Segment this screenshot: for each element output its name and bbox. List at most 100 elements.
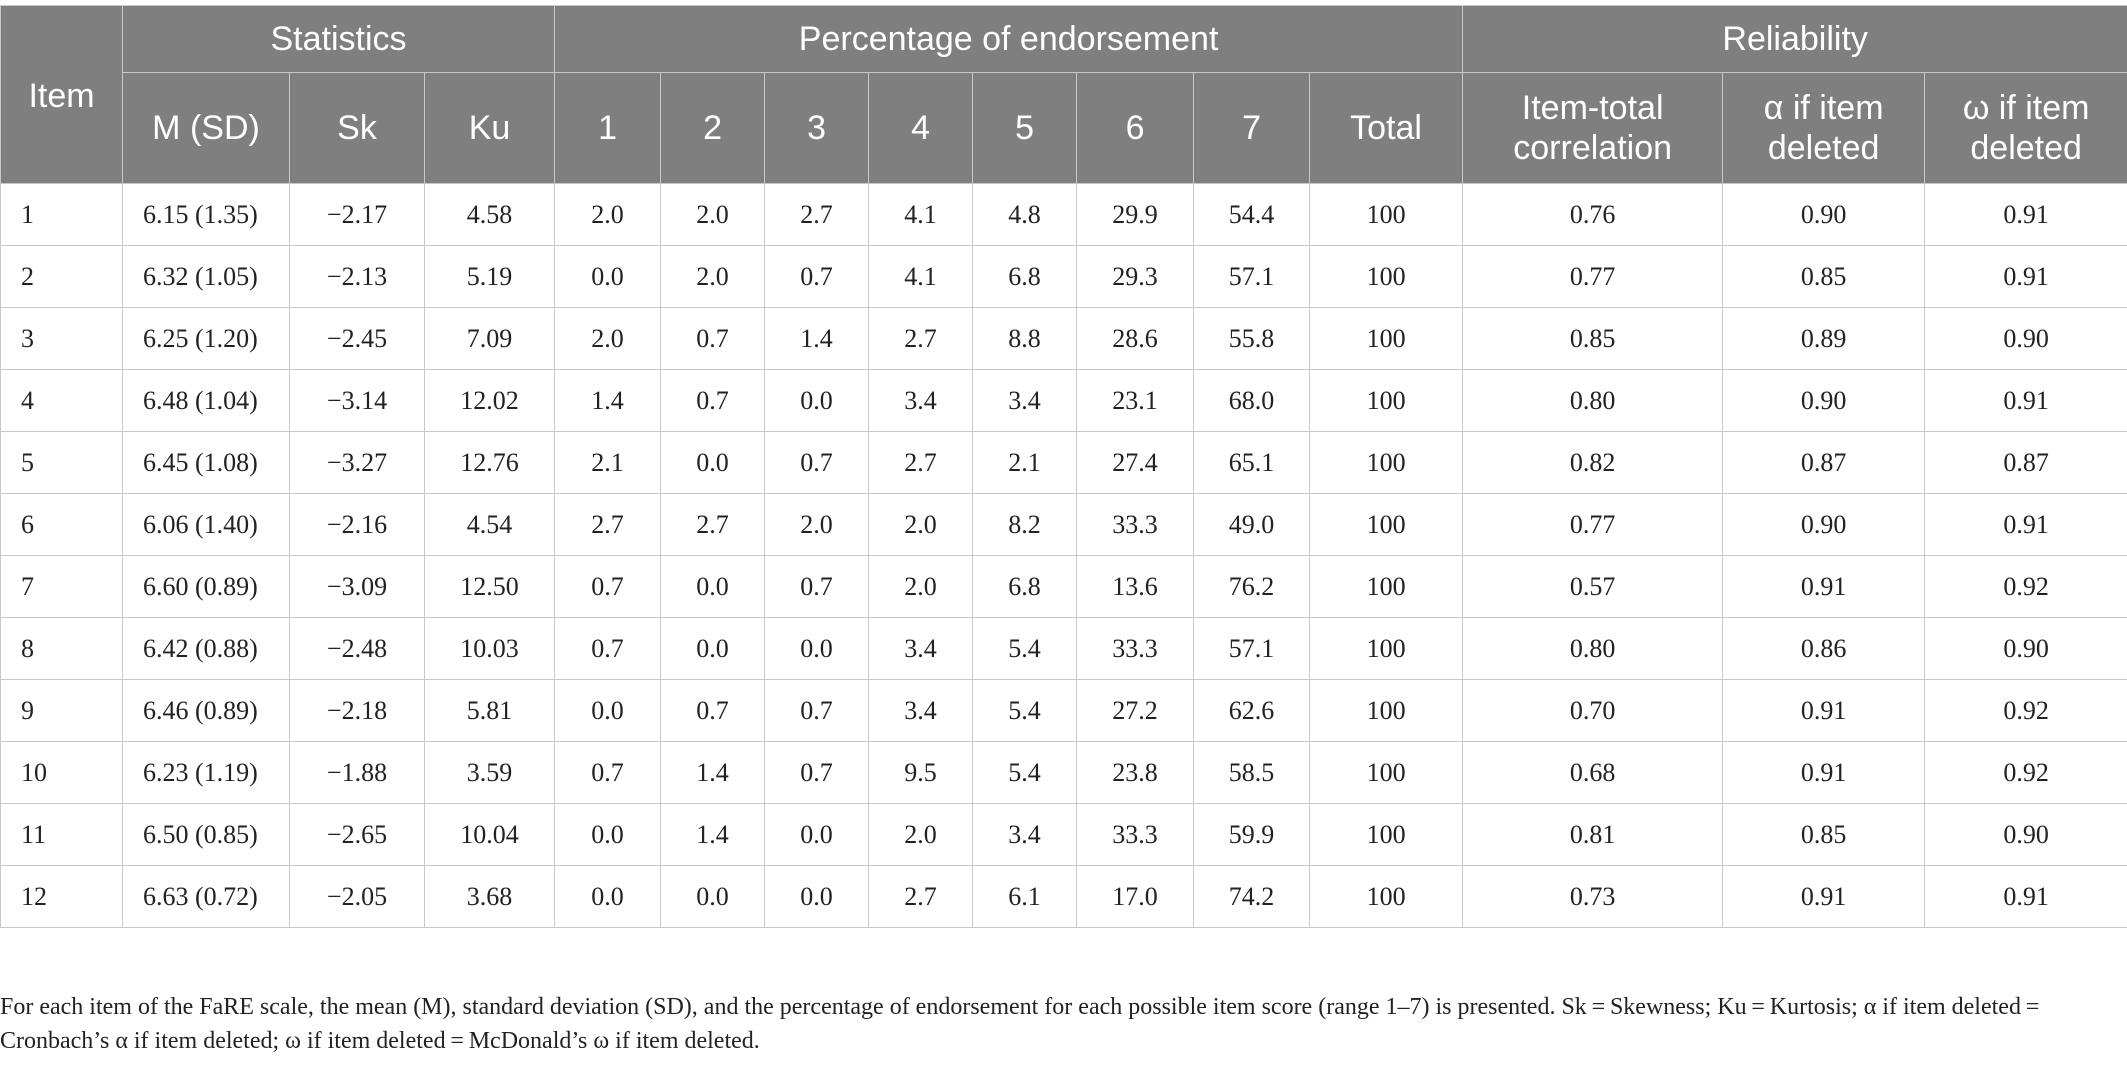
cell-alpha-if-deleted: 0.90 [1722, 183, 1926, 246]
cell-score-5: 4.8 [972, 183, 1078, 246]
cell-item: 9 [0, 679, 123, 742]
cell-score-5: 3.4 [972, 803, 1078, 866]
table-row: 11 6.50 (0.85) −2.65 10.04 0.0 1.4 0.0 2.0 3.4 33… [0, 803, 2127, 866]
cell-score-1: 0.7 [554, 555, 662, 618]
cell-ku: 12.76 [423, 431, 556, 494]
table-row: 5 6.45 (1.08) −3.27 12.76 2.1 0.0 0.7 2.7 2.1 27.… [0, 431, 2127, 494]
col-header-score-3: 3 [764, 72, 870, 184]
cell-ku: 10.04 [423, 803, 556, 866]
cell-total: 100 [1309, 369, 1464, 432]
reliability-group-header: Reliability [1462, 5, 2127, 73]
cell-score-2: 2.0 [660, 245, 766, 308]
cell-m-sd: 6.06 (1.40) [122, 493, 290, 556]
cell-score-7: 76.2 [1193, 555, 1311, 618]
cell-item-total-correlation: 0.68 [1462, 741, 1724, 804]
col-header-score-2: 2 [660, 72, 766, 184]
cell-score-6: 33.3 [1076, 493, 1195, 556]
table-row: 2 6.32 (1.05) −2.13 5.19 0.0 2.0 0.7 4.1 6.8 29.3… [0, 245, 2127, 308]
statistics-group-header: Statistics [121, 5, 556, 73]
cell-item: 10 [0, 741, 123, 804]
cell-item: 4 [0, 369, 123, 432]
table-header: Item Statistics Percentage of endorsemen… [0, 5, 2127, 184]
cell-score-1: 0.0 [554, 245, 662, 308]
endorsement-group-header: Percentage of endorsement [554, 5, 1464, 73]
cell-item: 11 [0, 803, 123, 866]
cell-total: 100 [1309, 245, 1464, 308]
cell-score-3: 1.4 [764, 307, 870, 370]
cell-score-3: 0.7 [764, 245, 870, 308]
cell-score-1: 2.1 [554, 431, 662, 494]
cell-m-sd: 6.60 (0.89) [122, 555, 290, 618]
cell-score-7: 74.2 [1193, 865, 1311, 928]
cell-item-total-correlation: 0.85 [1462, 307, 1724, 370]
cell-score-6: 33.3 [1076, 803, 1195, 866]
cell-score-5: 5.4 [972, 741, 1078, 804]
table-body: 1 6.15 (1.35) −2.17 4.58 2.0 2.0 2.7 4.1 4.8 29.9… [0, 183, 2127, 928]
cell-total: 100 [1309, 307, 1464, 370]
cell-item: 6 [0, 493, 123, 556]
cell-omega-if-deleted: 0.91 [1924, 183, 2127, 246]
cell-sk: −3.09 [289, 555, 425, 618]
cell-alpha-if-deleted: 0.85 [1722, 245, 1926, 308]
cell-total: 100 [1309, 803, 1464, 866]
cell-score-1: 2.7 [554, 493, 662, 556]
cell-item-total-correlation: 0.70 [1462, 679, 1724, 742]
cell-sk: −2.17 [289, 183, 425, 246]
cell-score-4: 2.7 [868, 865, 974, 928]
col-header-item-total-correlation: Item-total correlation [1462, 72, 1724, 184]
cell-alpha-if-deleted: 0.91 [1722, 865, 1926, 928]
cell-omega-if-deleted: 0.87 [1924, 431, 2127, 494]
col-header-ku: Ku [423, 72, 556, 184]
cell-item-total-correlation: 0.77 [1462, 245, 1724, 308]
cell-score-2: 0.7 [660, 369, 766, 432]
cell-omega-if-deleted: 0.92 [1924, 679, 2127, 742]
cell-score-3: 0.7 [764, 741, 870, 804]
cell-ku: 4.58 [423, 183, 556, 246]
cell-m-sd: 6.15 (1.35) [122, 183, 290, 246]
cell-score-7: 65.1 [1193, 431, 1311, 494]
cell-m-sd: 6.23 (1.19) [122, 741, 290, 804]
cell-ku: 7.09 [423, 307, 556, 370]
col-header-score-5: 5 [972, 72, 1078, 184]
table-row: 9 6.46 (0.89) −2.18 5.81 0.0 0.7 0.7 3.4 5.4 27.2… [0, 679, 2127, 742]
cell-ku: 3.68 [423, 865, 556, 928]
cell-score-1: 0.0 [554, 865, 662, 928]
col-header-total: Total [1309, 72, 1464, 184]
cell-score-3: 0.7 [764, 431, 870, 494]
cell-score-2: 1.4 [660, 803, 766, 866]
cell-sk: −2.65 [289, 803, 425, 866]
cell-score-4: 3.4 [868, 617, 974, 680]
cell-m-sd: 6.32 (1.05) [122, 245, 290, 308]
cell-omega-if-deleted: 0.90 [1924, 617, 2127, 680]
cell-alpha-if-deleted: 0.87 [1722, 431, 1926, 494]
cell-score-4: 2.0 [868, 555, 974, 618]
cell-score-6: 29.9 [1076, 183, 1195, 246]
cell-item-total-correlation: 0.73 [1462, 865, 1724, 928]
cell-score-4: 9.5 [868, 741, 974, 804]
cell-ku: 10.03 [423, 617, 556, 680]
table-row: 4 6.48 (1.04) −3.14 12.02 1.4 0.7 0.0 3.4 3.4 23.… [0, 369, 2127, 432]
header-group-row: Item Statistics Percentage of endorsemen… [0, 5, 2127, 184]
cell-alpha-if-deleted: 0.90 [1722, 369, 1926, 432]
col-header-score-4: 4 [868, 72, 974, 184]
cell-score-7: 57.1 [1193, 245, 1311, 308]
cell-score-2: 0.0 [660, 617, 766, 680]
table-row: 3 6.25 (1.20) −2.45 7.09 2.0 0.7 1.4 2.7 8.8 28.6… [0, 307, 2127, 370]
cell-score-1: 1.4 [554, 369, 662, 432]
cell-alpha-if-deleted: 0.86 [1722, 617, 1926, 680]
cell-score-1: 2.0 [554, 183, 662, 246]
cell-alpha-if-deleted: 0.91 [1722, 555, 1926, 618]
cell-sk: −3.27 [289, 431, 425, 494]
table-footnote: For each item of the FaRE scale, the mea… [0, 994, 2045, 1054]
cell-score-1: 0.7 [554, 617, 662, 680]
cell-score-6: 28.6 [1076, 307, 1195, 370]
cell-score-4: 3.4 [868, 369, 974, 432]
cell-score-7: 57.1 [1193, 617, 1311, 680]
cell-score-3: 0.7 [764, 555, 870, 618]
table-row: 6 6.06 (1.40) −2.16 4.54 2.7 2.7 2.0 2.0 8.2 33.3… [0, 493, 2127, 556]
cell-score-4: 3.4 [868, 679, 974, 742]
cell-item-total-correlation: 0.81 [1462, 803, 1724, 866]
cell-score-5: 6.1 [972, 865, 1078, 928]
cell-score-3: 2.7 [764, 183, 870, 246]
cell-omega-if-deleted: 0.91 [1924, 865, 2127, 928]
